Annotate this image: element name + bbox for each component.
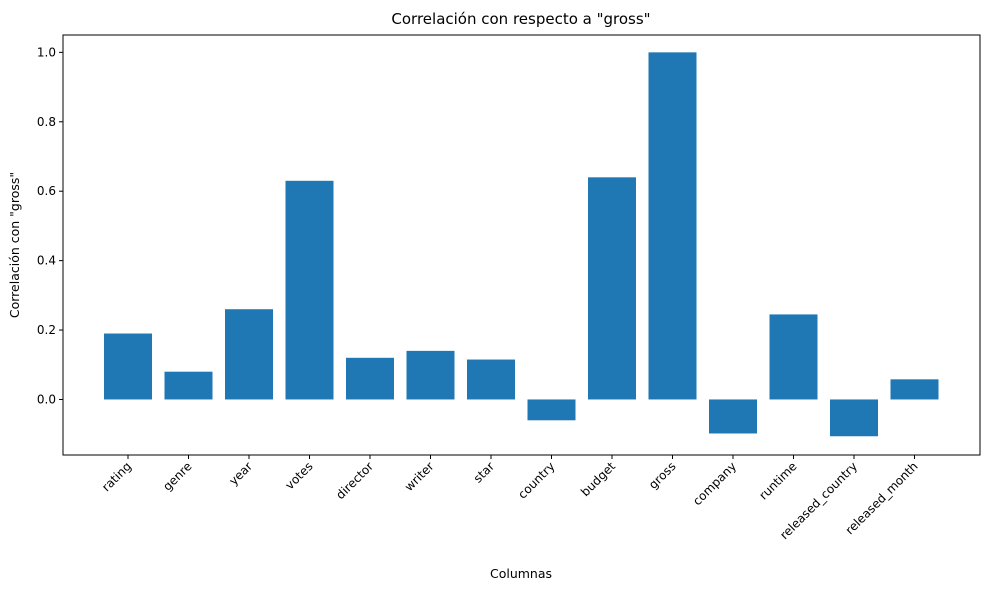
bar-writer bbox=[406, 350, 455, 400]
bar-star bbox=[467, 359, 515, 400]
x-tick-label: runtime bbox=[756, 459, 799, 502]
x-axis-label: Columnas bbox=[490, 566, 552, 581]
x-tick-label: budget bbox=[578, 459, 618, 499]
bars-group bbox=[104, 52, 939, 437]
x-tick-label: year bbox=[226, 459, 255, 488]
y-tick-label: 1.0 bbox=[37, 45, 56, 59]
x-tick-label: company bbox=[690, 459, 739, 508]
bar-country bbox=[527, 399, 576, 421]
bar-rating bbox=[104, 333, 152, 400]
y-axis-label: Correlación con "gross" bbox=[7, 172, 22, 318]
bar-director bbox=[346, 357, 394, 400]
x-tick-label: gross bbox=[646, 459, 679, 492]
x-tick-label: country bbox=[515, 459, 557, 501]
x-tick-label: rating bbox=[99, 459, 134, 494]
bar-votes bbox=[285, 180, 334, 400]
x-tick-label: director bbox=[333, 459, 376, 502]
chart-title: Correlación con respecto a "gross" bbox=[391, 10, 650, 28]
x-axis: rating genre year votes director writer star co… bbox=[99, 455, 921, 542]
y-tick-label: 0.2 bbox=[37, 323, 56, 337]
x-tick-label: star bbox=[471, 459, 497, 485]
x-tick-label: writer bbox=[402, 459, 437, 494]
y-axis: 0.0 0.2 0.4 0.6 0.8 1.0 bbox=[37, 45, 63, 406]
bar-genre bbox=[164, 371, 213, 400]
bar-company bbox=[709, 399, 757, 434]
bar-released_month bbox=[890, 379, 939, 400]
bar-gross bbox=[648, 52, 697, 400]
bar-released_country bbox=[830, 399, 878, 437]
y-tick-label: 0.4 bbox=[37, 254, 56, 268]
bar-runtime bbox=[769, 314, 818, 400]
plot-frame bbox=[62, 34, 981, 456]
y-tick-label: 0.0 bbox=[37, 392, 56, 406]
bar-year bbox=[225, 309, 273, 400]
y-tick-label: 0.8 bbox=[37, 115, 56, 129]
bar-budget bbox=[588, 177, 636, 400]
x-tick-label: genre bbox=[160, 459, 194, 493]
y-tick-label: 0.6 bbox=[37, 184, 56, 198]
x-tick-label: votes bbox=[283, 459, 316, 492]
